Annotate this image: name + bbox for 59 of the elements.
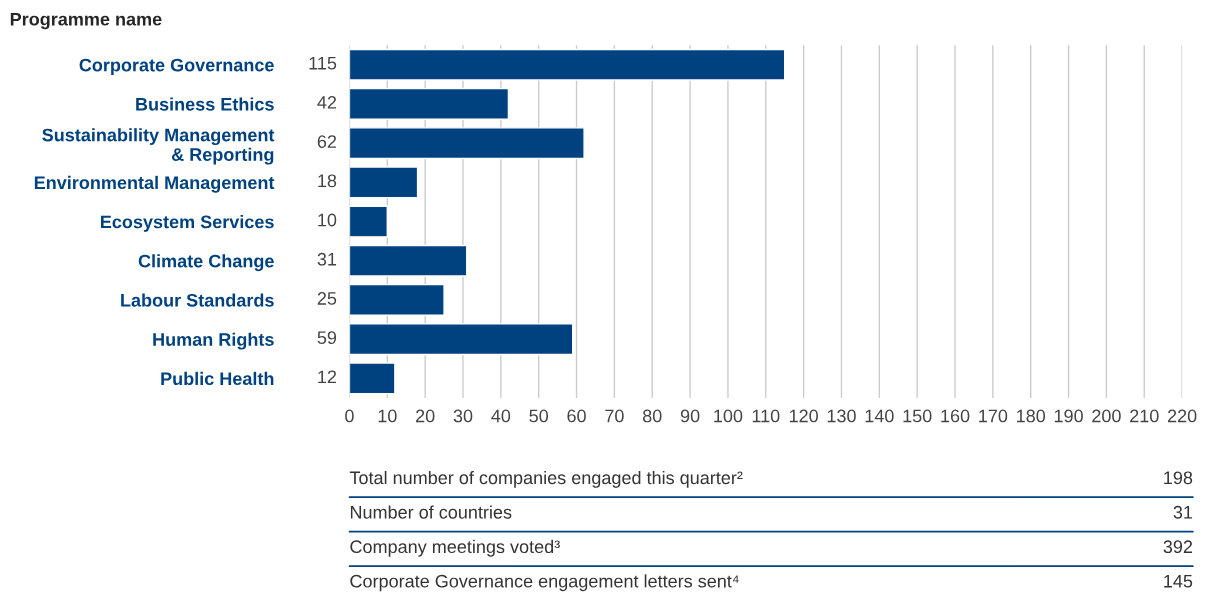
text: 392 <box>1163 540 1193 554</box>
x-tick-label: 50 <box>529 409 549 423</box>
y-tick-label: Public Health <box>161 371 274 386</box>
x-tick-label: 130 <box>827 409 856 423</box>
bar <box>349 127 585 160</box>
bar <box>349 166 419 199</box>
x-tick-label: 110 <box>752 409 780 423</box>
bar <box>349 323 574 356</box>
x-tick-label: 80 <box>642 409 662 423</box>
x-tick-label: 170 <box>979 409 1008 423</box>
x-tick-label: 0 <box>345 409 354 423</box>
x-tick-label: 160 <box>941 409 970 423</box>
x-tick-label: 190 <box>1054 409 1083 423</box>
bar <box>349 205 388 238</box>
data-label: 18 <box>318 174 337 188</box>
x-tick-label: 220 <box>1167 409 1197 423</box>
x-tick-label: 140 <box>865 409 894 423</box>
text: 31 <box>1173 505 1193 519</box>
bar <box>349 87 510 120</box>
text: Programme name <box>10 12 162 30</box>
data-label: 10 <box>318 213 337 227</box>
x-tick-label: 90 <box>680 409 700 423</box>
text: Corporate Governance engagement letters sent⁴ <box>350 574 739 592</box>
x-tick-label: 200 <box>1092 409 1121 423</box>
bar <box>349 362 396 395</box>
x-tick-label: 20 <box>416 409 435 423</box>
data-label: 59 <box>317 331 337 345</box>
x-tick-label: 120 <box>789 409 818 423</box>
bar <box>349 244 468 277</box>
data-label: 42 <box>317 96 337 109</box>
x-tick-label: 40 <box>491 409 511 423</box>
y-tick-label: Ecosystem Services <box>101 215 274 232</box>
x-tick-label: 10 <box>378 409 397 423</box>
y-tick-label: Sustainability Management & Reporting <box>42 128 275 165</box>
data-label: 62 <box>317 135 337 148</box>
data-label: 25 <box>317 292 337 305</box>
data-label: 115 <box>309 56 337 70</box>
text: 198 <box>1164 471 1193 485</box>
y-tick-label: Corporate Governance <box>79 58 274 76</box>
y-tick-label: Labour Standards <box>121 293 274 307</box>
x-tick-label: 30 <box>453 409 473 423</box>
text: Number of countries <box>350 505 512 519</box>
text: Total number of companies engaged this quarter² <box>349 470 743 488</box>
data-label: 12 <box>318 370 337 384</box>
bar <box>349 283 445 316</box>
x-tick-label: 100 <box>714 409 743 423</box>
bar <box>349 48 786 81</box>
x-tick-label: 70 <box>605 409 624 423</box>
y-tick-label: Environmental Management <box>34 175 275 193</box>
y-tick-label: Human Rights <box>153 332 274 350</box>
x-tick-label: 210 <box>1130 409 1159 423</box>
y-tick-label: Business Ethics <box>136 97 274 111</box>
x-tick-label: 60 <box>567 409 586 423</box>
text: 145 <box>1164 574 1193 588</box>
x-tick-label: 180 <box>1017 409 1046 423</box>
data-label: 31 <box>317 252 337 266</box>
y-tick-label: Climate Change <box>138 254 274 272</box>
text: Company meetings voted³ <box>350 539 560 557</box>
x-tick-label: 150 <box>903 409 932 423</box>
